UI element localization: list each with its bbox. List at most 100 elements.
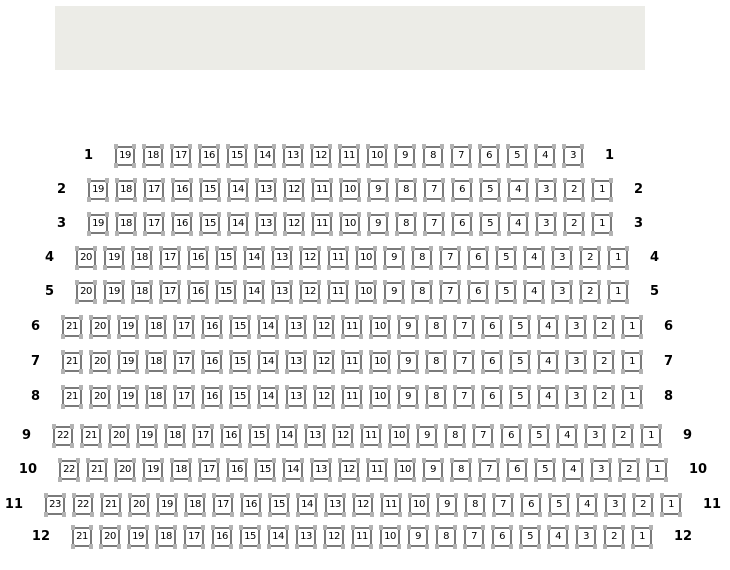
seat-r6-n6[interactable]: 6 [481, 315, 502, 339]
seat-r9-n19[interactable]: 19 [136, 424, 157, 448]
seat-r12-n19[interactable]: 19 [127, 525, 148, 549]
seat-r9-n10[interactable]: 10 [388, 424, 409, 448]
seat-r11-n19[interactable]: 19 [156, 493, 177, 517]
seat-r3-n11[interactable]: 11 [311, 212, 332, 236]
seat-r2-n11[interactable]: 11 [311, 178, 332, 202]
seat-r6-n10[interactable]: 10 [369, 315, 390, 339]
seat-r6-n14[interactable]: 14 [257, 315, 278, 339]
seat-r10-n19[interactable]: 19 [142, 458, 163, 482]
seat-r10-n15[interactable]: 15 [254, 458, 275, 482]
seat-r1-n16[interactable]: 16 [198, 144, 219, 168]
seat-r12-n15[interactable]: 15 [239, 525, 260, 549]
seat-r8-n3[interactable]: 3 [565, 385, 586, 409]
seat-r12-n1[interactable]: 1 [631, 525, 652, 549]
seat-r7-n13[interactable]: 13 [285, 350, 306, 374]
seat-r1-n9[interactable]: 9 [394, 144, 415, 168]
seat-r5-n6[interactable]: 6 [467, 280, 488, 304]
seat-r12-n10[interactable]: 10 [379, 525, 400, 549]
seat-r11-n2[interactable]: 2 [632, 493, 653, 517]
seat-r6-n19[interactable]: 19 [117, 315, 138, 339]
seat-r6-n3[interactable]: 3 [565, 315, 586, 339]
seat-r5-n4[interactable]: 4 [523, 280, 544, 304]
seat-r8-n6[interactable]: 6 [481, 385, 502, 409]
seat-r1-n8[interactable]: 8 [422, 144, 443, 168]
seat-r5-n18[interactable]: 18 [131, 280, 152, 304]
seat-r11-n12[interactable]: 12 [352, 493, 373, 517]
seat-r2-n10[interactable]: 10 [339, 178, 360, 202]
seat-r7-n7[interactable]: 7 [453, 350, 474, 374]
seat-r10-n2[interactable]: 2 [618, 458, 639, 482]
seat-r10-n5[interactable]: 5 [534, 458, 555, 482]
seat-r7-n4[interactable]: 4 [537, 350, 558, 374]
seat-r9-n21[interactable]: 21 [80, 424, 101, 448]
seat-r4-n10[interactable]: 10 [355, 246, 376, 270]
seat-r10-n17[interactable]: 17 [198, 458, 219, 482]
seat-r5-n10[interactable]: 10 [355, 280, 376, 304]
seat-r4-n13[interactable]: 13 [271, 246, 292, 270]
seat-r11-n4[interactable]: 4 [576, 493, 597, 517]
seat-r9-n5[interactable]: 5 [528, 424, 549, 448]
seat-r3-n15[interactable]: 15 [199, 212, 220, 236]
seat-r9-n14[interactable]: 14 [276, 424, 297, 448]
seat-r12-n3[interactable]: 3 [575, 525, 596, 549]
seat-r5-n13[interactable]: 13 [271, 280, 292, 304]
seat-r4-n6[interactable]: 6 [467, 246, 488, 270]
seat-r2-n8[interactable]: 8 [395, 178, 416, 202]
seat-r1-n18[interactable]: 18 [142, 144, 163, 168]
seat-r6-n7[interactable]: 7 [453, 315, 474, 339]
seat-r11-n11[interactable]: 11 [380, 493, 401, 517]
seat-r1-n19[interactable]: 19 [114, 144, 135, 168]
seat-r9-n4[interactable]: 4 [556, 424, 577, 448]
seat-r8-n13[interactable]: 13 [285, 385, 306, 409]
seat-r11-n9[interactable]: 9 [436, 493, 457, 517]
seat-r5-n8[interactable]: 8 [411, 280, 432, 304]
seat-r10-n14[interactable]: 14 [282, 458, 303, 482]
seat-r4-n12[interactable]: 12 [299, 246, 320, 270]
seat-r10-n21[interactable]: 21 [86, 458, 107, 482]
seat-r7-n15[interactable]: 15 [229, 350, 250, 374]
seat-r8-n1[interactable]: 1 [621, 385, 642, 409]
seat-r6-n11[interactable]: 11 [341, 315, 362, 339]
seat-r6-n15[interactable]: 15 [229, 315, 250, 339]
seat-r11-n1[interactable]: 1 [660, 493, 681, 517]
seat-r1-n11[interactable]: 11 [338, 144, 359, 168]
seat-r12-n5[interactable]: 5 [519, 525, 540, 549]
seat-r2-n19[interactable]: 19 [87, 178, 108, 202]
seat-r7-n5[interactable]: 5 [509, 350, 530, 374]
seat-r9-n6[interactable]: 6 [500, 424, 521, 448]
seat-r11-n15[interactable]: 15 [268, 493, 289, 517]
seat-r5-n12[interactable]: 12 [299, 280, 320, 304]
seat-r8-n7[interactable]: 7 [453, 385, 474, 409]
seat-r7-n6[interactable]: 6 [481, 350, 502, 374]
seat-r7-n20[interactable]: 20 [89, 350, 110, 374]
seat-r4-n18[interactable]: 18 [131, 246, 152, 270]
seat-r12-n8[interactable]: 8 [435, 525, 456, 549]
seat-r6-n9[interactable]: 9 [397, 315, 418, 339]
seat-r8-n8[interactable]: 8 [425, 385, 446, 409]
seat-r8-n2[interactable]: 2 [593, 385, 614, 409]
seat-r10-n6[interactable]: 6 [506, 458, 527, 482]
seat-r7-n16[interactable]: 16 [201, 350, 222, 374]
seat-r1-n12[interactable]: 12 [310, 144, 331, 168]
seat-r6-n5[interactable]: 5 [509, 315, 530, 339]
seat-r9-n1[interactable]: 1 [640, 424, 661, 448]
seat-r8-n11[interactable]: 11 [341, 385, 362, 409]
seat-r12-n13[interactable]: 13 [295, 525, 316, 549]
seat-r2-n6[interactable]: 6 [451, 178, 472, 202]
seat-r1-n15[interactable]: 15 [226, 144, 247, 168]
seat-r12-n11[interactable]: 11 [351, 525, 372, 549]
seat-r7-n18[interactable]: 18 [145, 350, 166, 374]
seat-r10-n20[interactable]: 20 [114, 458, 135, 482]
seat-r3-n3[interactable]: 3 [535, 212, 556, 236]
seat-r5-n1[interactable]: 1 [607, 280, 628, 304]
seat-r4-n3[interactable]: 3 [551, 246, 572, 270]
seat-r8-n10[interactable]: 10 [369, 385, 390, 409]
seat-r3-n9[interactable]: 9 [367, 212, 388, 236]
seat-r11-n13[interactable]: 13 [324, 493, 345, 517]
seat-r5-n7[interactable]: 7 [439, 280, 460, 304]
seat-r2-n7[interactable]: 7 [423, 178, 444, 202]
seat-r11-n5[interactable]: 5 [548, 493, 569, 517]
seat-r4-n5[interactable]: 5 [495, 246, 516, 270]
seat-r10-n12[interactable]: 12 [338, 458, 359, 482]
seat-r3-n6[interactable]: 6 [451, 212, 472, 236]
